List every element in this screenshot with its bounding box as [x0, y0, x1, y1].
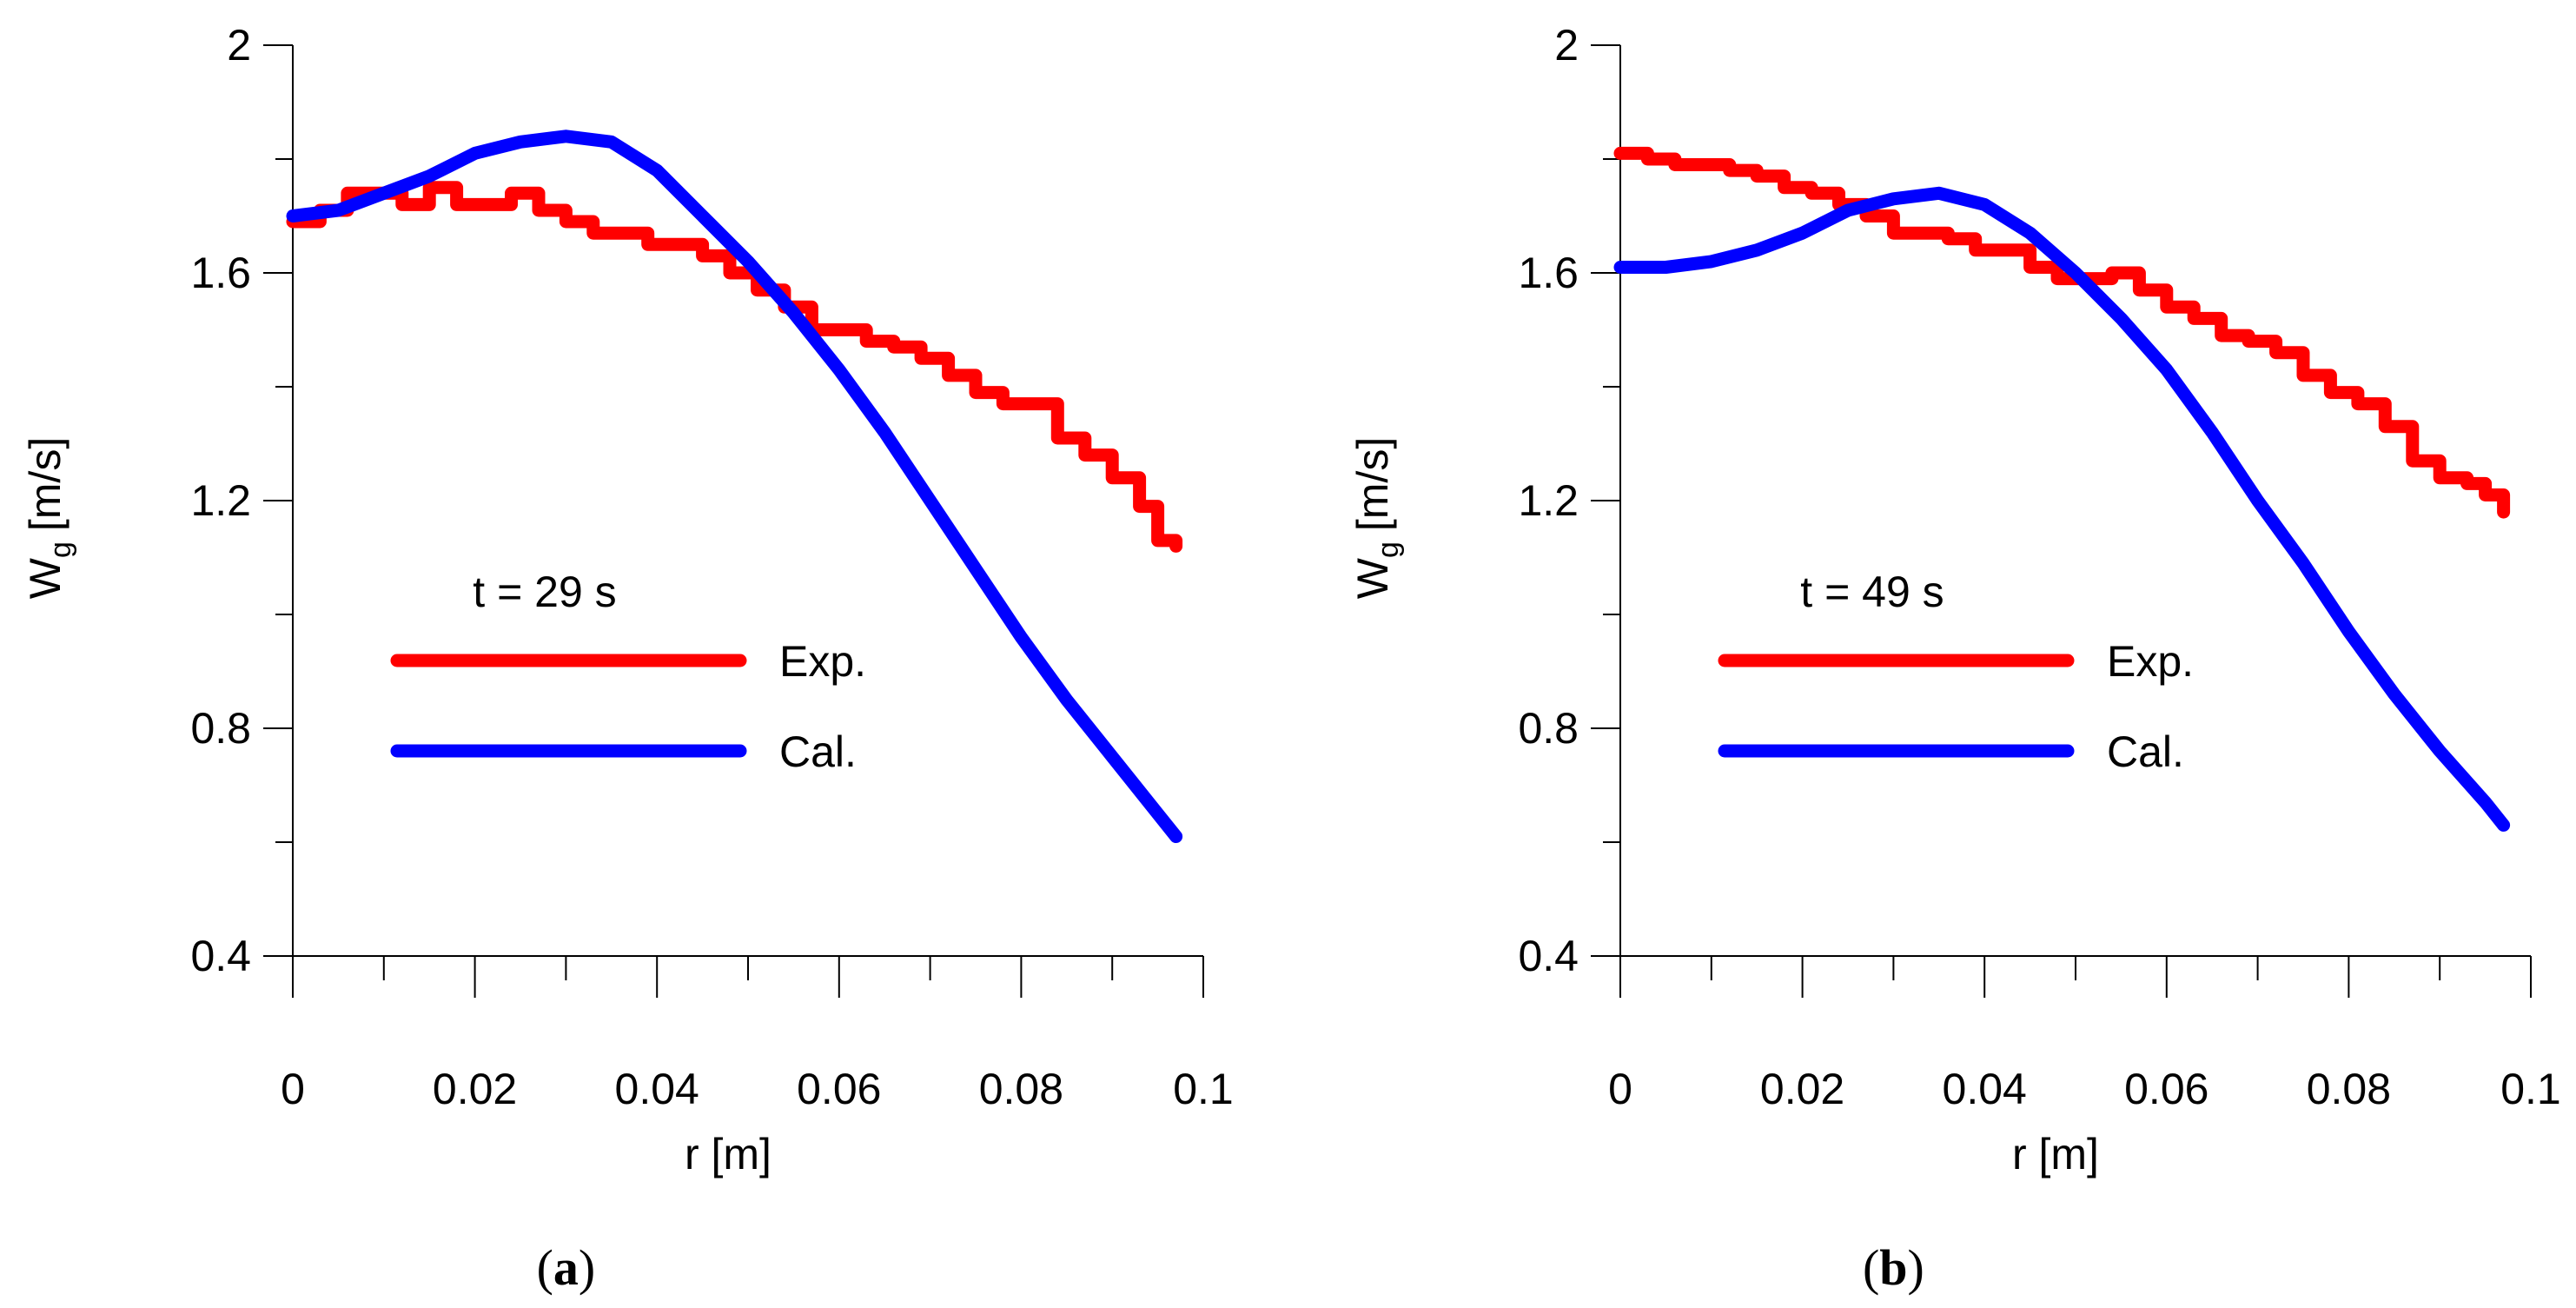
x-tick-label: 0.1 [1173, 1065, 1234, 1113]
panel-label-open-paren: ( [1863, 1239, 1879, 1296]
panel-label: (a) [537, 1239, 596, 1296]
chart-panel-a: 0.4 0.8 1.2 1.6 2 0 0.02 0.04 0.06 0.08 0.1 r [m] Wg… [21, 21, 1234, 1296]
y-tick-label: 2 [1554, 21, 1579, 70]
series-line-cal [1613, 186, 2511, 832]
x-tick-label: 0.06 [2124, 1065, 2208, 1113]
y-axis-title-subscript: g [1372, 541, 1405, 558]
x-tick-label: 0.06 [797, 1065, 881, 1113]
time-annotation: t = 49 s [1800, 568, 1944, 616]
x-axis-title: r [m] [2012, 1130, 2099, 1179]
y-tick-label: 0.8 [190, 704, 251, 753]
x-axis-title: r [m] [685, 1130, 771, 1179]
y-axis-title-main: W [21, 557, 70, 599]
panel-label: (b) [1863, 1239, 1924, 1296]
y-tick-label: 0.4 [190, 932, 251, 980]
legend-label: Cal. [2107, 727, 2184, 776]
legend-label: Exp. [779, 637, 866, 686]
panel-label-close-paren: ) [579, 1239, 595, 1296]
panel-label-close-paren: ) [1908, 1239, 1924, 1296]
y-axis-title-main: W [1348, 557, 1397, 599]
x-tick-label: 0.04 [1943, 1065, 2027, 1113]
y-tick-label: 0.4 [1518, 932, 1579, 980]
series-line-cal [286, 129, 1183, 843]
x-tick-label: 0.02 [433, 1065, 517, 1113]
panel-label-letter: b [1879, 1239, 1907, 1296]
legend-label: Exp. [2107, 637, 2194, 686]
y-axis-title-subscript: g [44, 541, 77, 558]
y-tick-label: 1.2 [190, 476, 251, 525]
time-annotation: t = 29 s [473, 568, 616, 616]
y-axis-title: Wg [m/s] [1348, 437, 1405, 599]
y-tick-label: 2 [227, 21, 251, 70]
y-tick-label: 1.6 [190, 249, 251, 297]
y-axis-title-unit: [m/s] [1348, 437, 1397, 531]
x-tick-label: 0.1 [2500, 1065, 2561, 1113]
chart-panel-b: 0.4 0.8 1.2 1.6 2 0 0.02 0.04 0.06 0.08 0.1 r [m] Wg… [1348, 21, 2561, 1296]
x-tick-label: 0 [1608, 1065, 1632, 1113]
y-axis-title-unit: [m/s] [21, 437, 70, 531]
y-tick-label: 1.6 [1518, 249, 1579, 297]
x-tick-label: 0.08 [2307, 1065, 2391, 1113]
y-axis-title: Wg [m/s] [21, 437, 77, 599]
series-line-exp [286, 181, 1183, 553]
y-tick-label: 1.2 [1518, 476, 1579, 525]
panel-label-letter: a [553, 1239, 579, 1296]
legend-label: Cal. [779, 727, 857, 776]
x-tick-label: 0.04 [615, 1065, 699, 1113]
series-line-exp [1613, 146, 2511, 519]
x-tick-label: 0 [281, 1065, 305, 1113]
panel-label-open-paren: ( [537, 1239, 553, 1296]
x-tick-label: 0.02 [1760, 1065, 1844, 1113]
y-tick-label: 0.8 [1518, 704, 1579, 753]
x-tick-label: 0.08 [979, 1065, 1063, 1113]
